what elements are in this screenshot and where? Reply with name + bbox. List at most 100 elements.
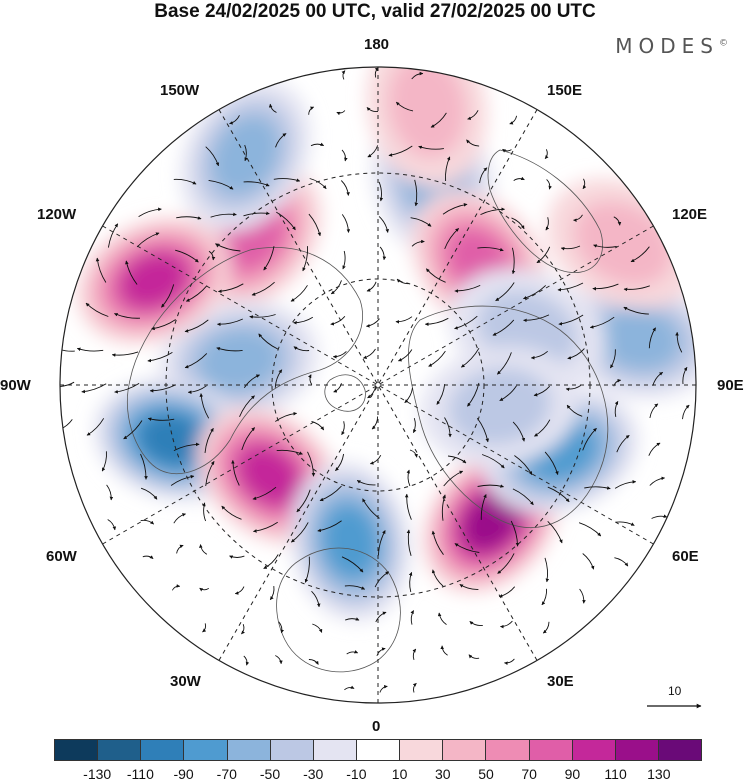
wind-arrow bbox=[614, 480, 637, 489]
wind-arrow bbox=[263, 554, 279, 569]
wind-arrow bbox=[199, 587, 210, 592]
wind-arrow bbox=[114, 383, 140, 394]
wind-arrow bbox=[404, 387, 413, 404]
anomaly-contour bbox=[211, 115, 280, 196]
wind-arrow bbox=[566, 404, 583, 417]
colorbar-swatch bbox=[400, 740, 444, 760]
wind-arrow bbox=[481, 454, 505, 469]
wind-arrow bbox=[175, 249, 199, 263]
wind-arrow bbox=[544, 149, 549, 159]
wind-arrow bbox=[444, 417, 452, 438]
colorbar-swatch bbox=[184, 740, 228, 760]
colorbar-tick-label: -90 bbox=[173, 766, 194, 782]
wind-arrow bbox=[682, 366, 688, 385]
wind-arrow bbox=[371, 416, 379, 430]
wind-arrow bbox=[675, 331, 683, 353]
wind-arrow bbox=[184, 353, 208, 369]
wind-arrow bbox=[395, 101, 414, 112]
wind-arrow bbox=[123, 420, 143, 440]
wind-arrow bbox=[533, 385, 551, 397]
colorbar-swatch bbox=[55, 740, 99, 760]
colorbar-swatch bbox=[270, 740, 314, 760]
wind-arrow bbox=[142, 555, 154, 560]
wind-arrow bbox=[312, 623, 323, 633]
wind-arrow bbox=[414, 179, 419, 207]
colorbar-swatch bbox=[529, 740, 573, 760]
wind-arrow bbox=[218, 283, 244, 294]
wind-arrow bbox=[101, 451, 107, 472]
wind-arrow bbox=[107, 223, 119, 248]
wind-arrow bbox=[374, 571, 390, 588]
wind-arrow bbox=[311, 590, 321, 608]
wind-arrow bbox=[512, 488, 534, 506]
wind-arrow bbox=[589, 316, 615, 329]
wind-arrow bbox=[511, 247, 516, 275]
wind-arrow bbox=[544, 557, 550, 583]
wind-arrow bbox=[536, 246, 551, 264]
wind-arrow bbox=[199, 544, 208, 555]
chart-title: Base 24/02/2025 00 UTC, valid 27/02/2025… bbox=[154, 1, 596, 22]
wind-arrow bbox=[567, 348, 585, 360]
map-boundary bbox=[59, 66, 697, 704]
colorbar-swatch bbox=[313, 740, 357, 760]
wind-arrow bbox=[241, 624, 245, 635]
wind-arrow bbox=[302, 246, 309, 272]
wind-arrow bbox=[431, 530, 444, 555]
wind-arrow bbox=[319, 485, 342, 502]
wind-arrow bbox=[610, 349, 616, 369]
lon-label-30e: 30E bbox=[547, 673, 574, 690]
wind-arrow bbox=[648, 442, 661, 456]
wind-arrow bbox=[340, 180, 350, 196]
wind-arrow bbox=[500, 620, 513, 629]
wind-arrow bbox=[290, 285, 308, 302]
wind-arrow bbox=[436, 384, 446, 405]
wind-arrow bbox=[616, 434, 630, 453]
wind-arrow bbox=[276, 211, 296, 231]
wind-arrow bbox=[216, 347, 243, 352]
wind-arrow bbox=[309, 178, 327, 189]
wind-arrow bbox=[398, 349, 413, 362]
wind-arrow bbox=[336, 110, 346, 116]
wind-arrow bbox=[513, 176, 525, 181]
wind-arrow bbox=[584, 486, 611, 490]
colorbar bbox=[54, 739, 702, 761]
lon-label-90e: 90E bbox=[717, 377, 744, 394]
wind-arrow bbox=[565, 385, 581, 392]
wind-arrow bbox=[317, 520, 342, 533]
wind-arrow bbox=[202, 623, 207, 633]
wind-arrow bbox=[276, 449, 303, 455]
wind-arrow bbox=[308, 374, 313, 385]
wind-arrow bbox=[176, 216, 202, 220]
wind-arrow bbox=[557, 282, 584, 292]
wind-arrow bbox=[404, 493, 412, 520]
wind-arrow bbox=[454, 284, 481, 293]
wind-arrow bbox=[459, 584, 479, 590]
wind-arrow bbox=[341, 421, 345, 436]
wind-arrow bbox=[291, 522, 309, 543]
wind-arrow bbox=[425, 268, 446, 283]
wind-arrow bbox=[461, 347, 480, 368]
wind-arrow bbox=[395, 316, 413, 324]
wind-arrow bbox=[495, 282, 515, 302]
colorbar-tick-label: 90 bbox=[564, 766, 581, 782]
wind-arrow bbox=[523, 285, 547, 300]
wind-arrow bbox=[613, 216, 622, 226]
wind-arrow bbox=[441, 494, 446, 521]
wind-arrow bbox=[412, 417, 417, 434]
wind-arrow bbox=[623, 285, 650, 292]
wind-arrow bbox=[573, 214, 583, 222]
wind-arrow bbox=[231, 460, 240, 486]
colorbar-tick-label: -30 bbox=[303, 766, 324, 782]
lon-label-150w: 150W bbox=[160, 82, 200, 99]
wind-arrow bbox=[418, 145, 444, 150]
wind-arrow bbox=[651, 514, 668, 519]
wind-arrow bbox=[229, 555, 245, 559]
brand-mark: © bbox=[719, 38, 728, 49]
wind-arrow bbox=[652, 371, 664, 386]
wind-arrow bbox=[614, 557, 629, 567]
wind-arrow bbox=[530, 350, 548, 360]
wind-arrow bbox=[546, 179, 552, 190]
lon-label-60e: 60E bbox=[672, 548, 699, 565]
lon-label-30w: 30W bbox=[170, 673, 201, 690]
wind-arrow bbox=[424, 317, 449, 326]
